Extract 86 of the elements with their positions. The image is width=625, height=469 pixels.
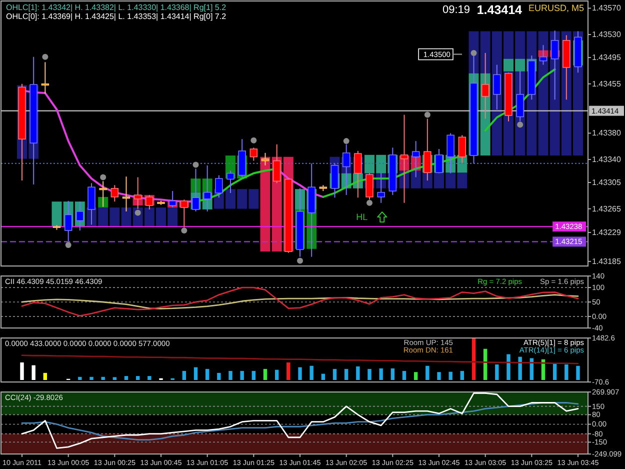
point — [192, 162, 199, 168]
bar — [124, 376, 128, 380]
bar — [32, 365, 36, 380]
bar — [321, 374, 326, 380]
point — [42, 54, 48, 60]
bar — [43, 372, 48, 380]
bar — [356, 366, 360, 380]
bar — [98, 196, 108, 208]
candlestick — [354, 150, 362, 198]
point — [366, 200, 372, 206]
point — [100, 174, 106, 180]
bar — [217, 372, 221, 380]
point — [424, 112, 430, 118]
bar — [112, 377, 117, 380]
line-series — [21, 294, 579, 310]
bar — [518, 356, 522, 380]
candlestick — [99, 180, 107, 208]
bar — [564, 364, 568, 380]
chart-title: EURUSD, M5 — [528, 3, 584, 13]
bar — [252, 370, 256, 380]
line-series — [21, 354, 579, 364]
bar — [286, 362, 290, 380]
annotation: HL — [356, 212, 368, 222]
point — [181, 227, 188, 234]
annotation: 1.43414 — [476, 3, 522, 17]
candlestick — [41, 62, 50, 94]
y-tick-label: 1.43570 — [592, 4, 622, 13]
bar — [240, 370, 244, 380]
candlestick — [261, 152, 270, 166]
y-tick-label: 1.43455 — [592, 79, 622, 88]
bar — [298, 367, 302, 380]
y-tick-label: 1.43530 — [592, 30, 622, 40]
bar — [576, 366, 580, 380]
y-tick-label: 1.43229 — [592, 228, 622, 237]
bar — [460, 370, 464, 380]
line-series — [21, 402, 579, 440]
annotation: OHLC[1]: 1.43342| H. 1.43382| L. 1.43330| 1.43368| Rg[1] 5.2 — [6, 3, 227, 12]
candlestick — [88, 182, 96, 226]
bar — [310, 366, 314, 380]
point — [470, 50, 477, 56]
bar — [260, 156, 270, 252]
bar — [437, 372, 441, 380]
bar — [20, 362, 24, 380]
point — [343, 138, 350, 144]
bar — [344, 368, 348, 380]
bar — [78, 376, 82, 380]
annotation: OHLC[0]: 1.43369| H. 1.43425| L. 1.43353| 1.43414| Rg[0] 7.2 — [6, 12, 227, 21]
bar — [448, 372, 452, 380]
y-tick-label: 1.43185 — [592, 256, 622, 266]
bar — [495, 364, 499, 380]
y-tick-label: 1.43495 — [592, 53, 622, 62]
bar — [101, 376, 105, 380]
y-tick-label: 1.43305 — [592, 178, 622, 187]
bar — [414, 372, 418, 380]
bar — [148, 376, 152, 380]
bar — [390, 368, 395, 380]
bar — [90, 376, 94, 380]
bar — [194, 367, 198, 380]
bar — [472, 338, 476, 380]
bar — [379, 368, 383, 380]
bar — [182, 370, 186, 380]
bar — [228, 370, 232, 380]
bar — [136, 376, 140, 380]
bar — [274, 370, 279, 380]
candlestick — [76, 201, 84, 231]
point — [517, 122, 524, 128]
y-tick-label: 1.43380 — [592, 128, 622, 138]
bar — [402, 370, 406, 380]
candlestick — [110, 184, 119, 202]
bar — [552, 363, 557, 380]
bar — [332, 368, 337, 380]
annotation: 09:19 — [442, 4, 470, 16]
point — [250, 137, 257, 144]
point — [65, 242, 72, 248]
point — [134, 210, 141, 216]
y-tick-label: 1.43265 — [592, 204, 622, 214]
bar — [52, 202, 62, 228]
line-series — [21, 286, 579, 317]
bar — [426, 366, 430, 380]
point — [297, 258, 303, 264]
bar — [506, 354, 510, 380]
candlestick — [250, 147, 258, 162]
bar — [368, 368, 372, 380]
bar — [263, 368, 268, 380]
y-tick-label: 1.43340 — [592, 154, 622, 164]
bar — [205, 368, 210, 380]
